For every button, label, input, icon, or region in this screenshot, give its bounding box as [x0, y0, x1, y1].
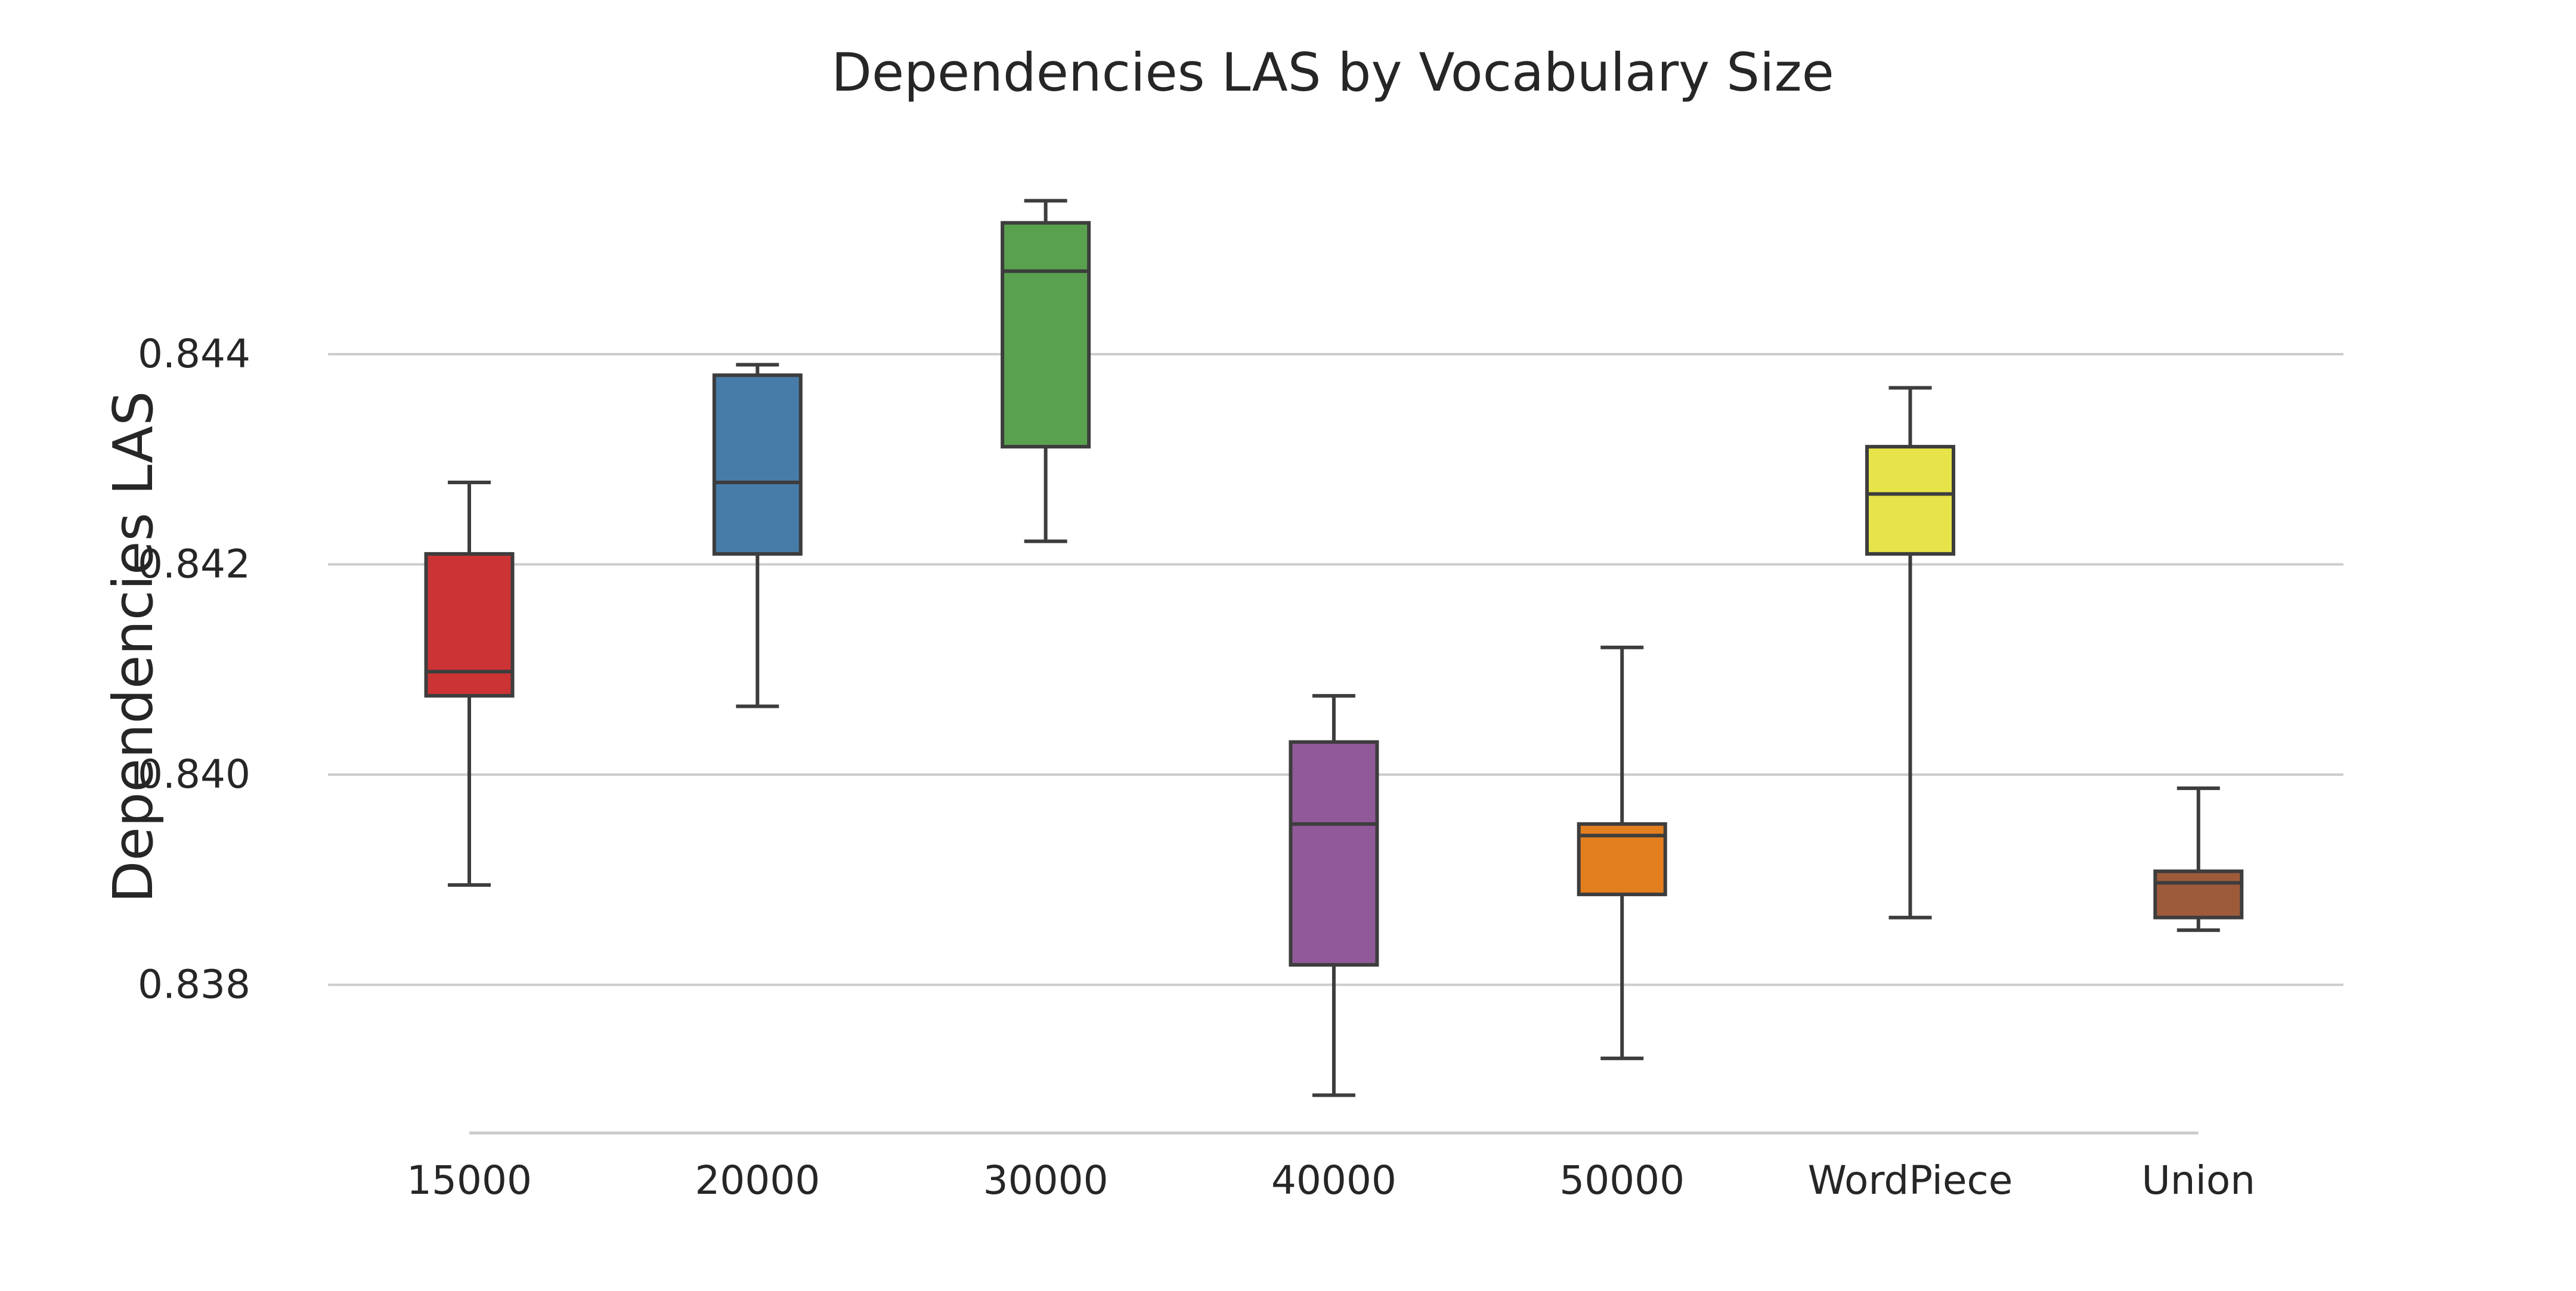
x-tick-labels: 15000 20000 30000 40000 50000 WordPiece Union: [407, 1157, 2255, 1203]
iqr-box: [2153, 869, 2244, 920]
x-tick-label: 15000: [407, 1157, 532, 1203]
x-tick-label: 20000: [695, 1157, 820, 1203]
x-tick-label: 30000: [983, 1157, 1109, 1203]
chart-title: Dependencies LAS by Vocabulary Size: [831, 42, 1834, 103]
iqr-box: [424, 552, 515, 698]
grid-lines: [328, 353, 2343, 986]
iqr-box: [1289, 740, 1379, 967]
x-tick-label: 40000: [1271, 1157, 1397, 1203]
y-tick-label: 0.844: [138, 331, 250, 377]
box-Union: [2153, 786, 2244, 932]
x-tick-label: WordPiece: [1808, 1157, 2013, 1203]
iqr-box: [1865, 445, 1955, 556]
box-15000: [424, 481, 515, 887]
box-WordPiece: [1865, 386, 1955, 920]
y-tick-labels: 0.838 0.840 0.842 0.844: [138, 331, 250, 1008]
x-tick-label: Union: [2141, 1157, 2255, 1203]
boxes: [424, 199, 2244, 1097]
y-axis-label: Dependencies LAS: [101, 391, 165, 903]
y-tick-label: 0.840: [138, 751, 250, 797]
iqr-box: [712, 373, 803, 556]
iqr-box: [1001, 221, 1091, 449]
y-tick-label: 0.842: [138, 541, 250, 587]
box-30000: [1001, 199, 1091, 543]
x-tick-label: 50000: [1559, 1157, 1685, 1203]
y-tick-label: 0.838: [138, 962, 250, 1008]
box-40000: [1289, 694, 1379, 1097]
box-20000: [712, 363, 803, 708]
box-50000: [1577, 645, 1667, 1060]
